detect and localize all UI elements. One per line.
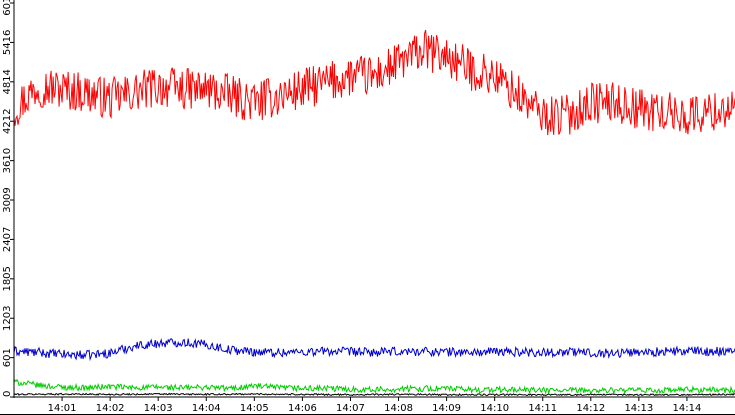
y-tick-label: 1805 xyxy=(2,266,13,291)
y-tick-label: 5416 xyxy=(2,30,13,55)
x-tick-label: 14:03 xyxy=(144,403,173,414)
y-tick-label: 3610 xyxy=(2,148,13,173)
x-tick-label: 14:04 xyxy=(192,403,221,414)
x-tick-label: 14:10 xyxy=(480,403,509,414)
x-tick-label: 14:12 xyxy=(576,403,605,414)
series-line-3 xyxy=(13,378,735,396)
x-tick-label: 14:09 xyxy=(432,403,461,414)
y-tick-label: 601 xyxy=(2,348,13,367)
y-tick-label: 0 xyxy=(2,391,13,397)
y-tick-label: 4212 xyxy=(2,109,13,134)
x-tick-label: 14:08 xyxy=(384,403,413,414)
x-tick-label: 14:11 xyxy=(528,403,557,414)
x-tick-label: 14:01 xyxy=(48,403,77,414)
x-tick-label: 14:05 xyxy=(240,403,269,414)
plot-series xyxy=(13,29,735,397)
x-tick-label: 14:07 xyxy=(336,403,365,414)
y-tick-label: 3009 xyxy=(2,187,13,212)
x-tick-label: 14:14 xyxy=(673,403,702,414)
series-line-4 xyxy=(13,392,735,397)
y-tick-label: 2407 xyxy=(2,227,13,252)
y-axis-ticks: 0 601 1203 1805 2407 3009 3610 4212 4814 5416 6018 xyxy=(2,0,14,398)
x-tick-label: 14:13 xyxy=(624,403,653,414)
series-line-1 xyxy=(13,29,735,136)
y-tick-label: 1203 xyxy=(2,306,13,331)
x-tick-label: 14:02 xyxy=(96,403,125,414)
x-axis-ticks: 14:01 14:02 14:03 14:04 14:05 14:06 14:07 14:08… xyxy=(48,397,702,414)
series-line-2 xyxy=(13,337,735,362)
y-tick-label: 6018 xyxy=(2,0,13,16)
y-tick-label: 4814 xyxy=(2,69,13,94)
x-tick-label: 14:06 xyxy=(288,403,317,414)
